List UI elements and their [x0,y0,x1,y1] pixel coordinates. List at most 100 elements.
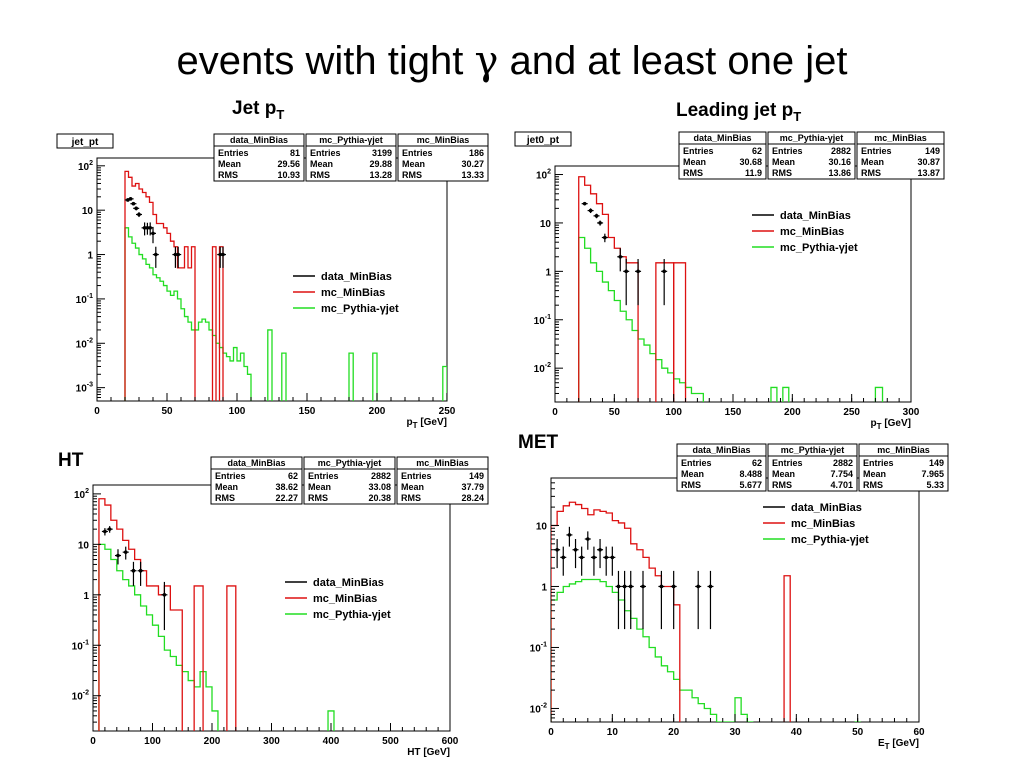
legend-label: mc_MinBias [313,593,377,605]
stats-row-value: 8.488 [739,469,762,479]
data-point [555,547,559,552]
series-pythia-gjet [98,543,219,731]
stats-box-frame [305,133,397,182]
data-point [176,252,180,257]
stats-row-label: Entries [308,471,339,481]
stats-row-label: Mean [861,157,884,167]
legend-label: mc_MinBias [321,287,385,299]
series-mc-minbias-bin [226,585,237,731]
x-tick-label: 200 [784,407,801,418]
hist-name-label: jet_pt [71,137,99,148]
panel-heading-ht: HT [58,450,84,471]
x-tick-label: 0 [548,727,554,738]
panel-heading-jet-pt: Jet pT [232,98,285,122]
series-mc-minbias-bin [193,585,204,731]
y-tick-label: 102 [536,169,551,182]
stats-row-value: 13.86 [828,168,851,178]
x-tick-label: 250 [439,406,456,417]
stats-row-value: 13.33 [461,170,484,180]
stats-row-value: 7.965 [921,469,944,479]
stats-row-value: 186 [469,148,484,158]
legend-label: data_MinBias [313,577,384,589]
x-tick-label: 50 [161,406,173,417]
data-point [116,553,120,558]
x-axis-label: ET [GeV] [878,738,919,751]
data-point [123,550,128,554]
stats-box: mc_MinBias Entries 186 Mean 30.27 RMS 13.33 [397,133,489,182]
legend-label: data_MinBias [321,271,392,283]
y-tick-label: 1 [541,582,547,593]
stats-row-value: 13.28 [369,170,392,180]
stats-box: mc_MinBias Entries 149 Mean 30.87 RMS 13.87 [856,131,945,180]
stats-row-label: RMS [310,170,330,180]
series-pythia-gjet [551,578,754,722]
stats-row-value: 28.24 [461,493,484,503]
data-point [603,235,607,240]
stats-row-value: 81 [290,148,300,158]
data-point [594,214,599,218]
stats-box: data_MinBias Entries 62 Mean 8.488 RMS 5.677 [676,443,767,492]
y-tick-label: 10-1 [530,641,547,654]
stats-row-label: RMS [308,493,328,503]
series-pythia-gjet [124,227,252,401]
stats-row-value: 5.677 [739,480,762,490]
stats-row-value: 37.79 [461,482,484,492]
data-point [598,221,602,225]
y-tick-label: 102 [74,488,89,501]
x-tick-label: 600 [442,736,459,747]
stats-row-label: Mean [218,159,241,169]
stats-row-label: Entries [861,146,892,156]
stats-box: mc_Pythia-γjet Entries 2882 Mean 7.754 RMS 4.7… [767,443,858,492]
stats-row-label: RMS [772,168,792,178]
stats-row-label: Mean [863,469,886,479]
x-axis-label: pT [GeV] [871,418,911,431]
x-tick-label: 150 [299,406,316,417]
stats-row-value: 2882 [831,146,851,156]
x-tick-label: 60 [913,727,925,738]
data-point [592,555,596,560]
stats-box-title: data_MinBias [693,133,751,143]
series-pythia-gjet-bin [442,365,447,401]
data-point [586,537,590,541]
stats-row-label: Entries [402,148,433,158]
stats-row-label: Mean [402,159,425,169]
y-tick-label: 10-1 [76,293,93,306]
stats-box-title: mc_Pythia-γjet [319,135,383,145]
series-mc-minbias [124,170,196,401]
stats-box: mc_Pythia-γjet Entries 3199 Mean 29.88 RMS 13.… [305,133,397,182]
stats-box: data_MinBias Entries 81 Mean 29.56 RMS 10.93 [213,133,305,182]
x-tick-label: 50 [852,727,864,738]
stats-row-label: Entries [215,471,246,481]
x-tick-label: 400 [323,736,340,747]
stats-row-value: 3199 [372,148,392,158]
stats-box: mc_Pythia-γjet Entries 2882 Mean 30.16 RMS 13.… [767,131,856,180]
stats-row-value: 29.88 [369,159,392,169]
stats-box-title: mc_MinBias [417,135,470,145]
stats-row-label: RMS [215,493,235,503]
stats-row-value: 5.33 [926,480,944,490]
plot-frame [550,477,920,723]
series-pythia-gjet-bin [267,329,273,401]
stats-row-label: Mean [308,482,331,492]
y-tick-label: 1 [83,591,89,602]
stats-row-label: Mean [401,482,424,492]
x-tick-label: 30 [729,727,741,738]
stats-row-value: 62 [752,146,762,156]
stats-box-title: mc_MinBias [877,445,930,455]
data-point [662,269,666,274]
stats-row-value: 20.38 [368,493,391,503]
y-tick-label: 10-2 [534,362,551,375]
stats-row-label: Mean [681,469,704,479]
legend-label: mc_Pythia-γjet [321,303,399,315]
x-tick-label: 100 [144,736,161,747]
data-point [148,226,152,230]
stats-row-value: 30.68 [739,157,762,167]
x-tick-label: 250 [843,407,860,418]
y-tick-label: 10-2 [530,702,547,715]
stats-row-value: 22.27 [275,493,298,503]
data-point [137,212,141,217]
stats-row-label: Mean [683,157,706,167]
stats-row-label: RMS [863,480,883,490]
